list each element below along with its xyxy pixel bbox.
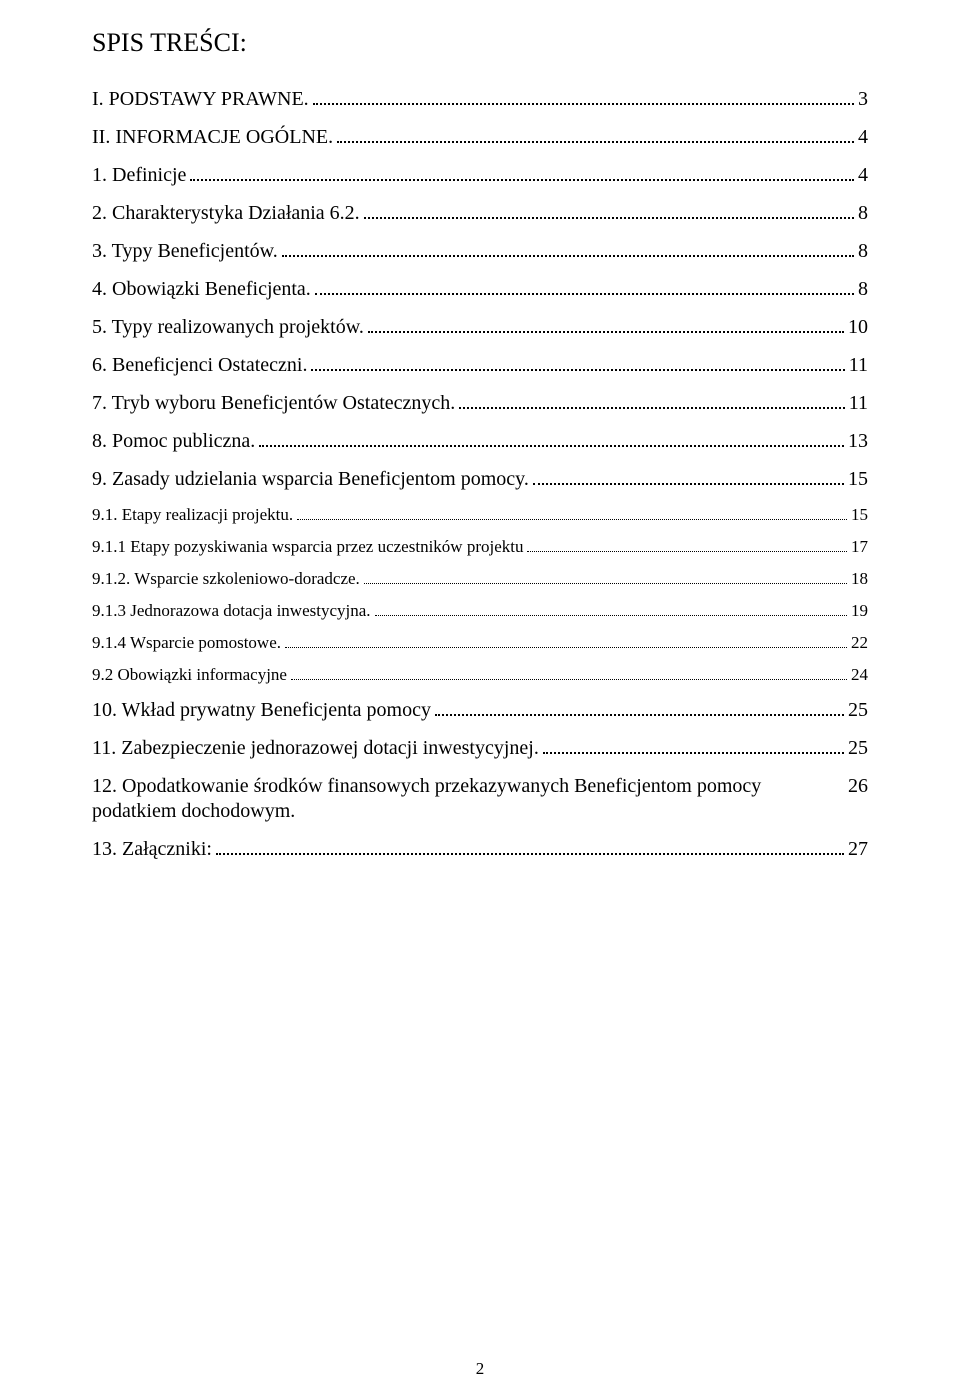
toc-entry: 9.1.3 Jednorazowa dotacja inwestycyjna. …: [92, 600, 868, 622]
toc-title: SPIS TREŚCI:: [92, 28, 868, 58]
toc-entry-label: 6. Beneficjenci Ostateczni.: [92, 353, 307, 378]
toc-leader-dots: [533, 466, 844, 485]
toc-entry: 1. Definicje 4: [92, 162, 868, 188]
toc-entry: 9.2 Obowiązki informacyjne 24: [92, 664, 868, 686]
toc-entry-page: 22: [851, 632, 868, 654]
toc-entry: 5. Typy realizowanych projektów. 10: [92, 314, 868, 340]
toc-entry-label: 10. Wkład prywatny Beneficjenta pomocy: [92, 698, 431, 723]
toc-entry: 9.1.2. Wsparcie szkoleniowo-doradcze. 18: [92, 568, 868, 590]
toc-leader-dots: [311, 352, 844, 371]
toc-entry-label: II. INFORMACJE OGÓLNE.: [92, 125, 333, 150]
toc-entry-page: 10: [848, 315, 868, 340]
toc-entry: 7. Tryb wyboru Beneficjentów Ostatecznyc…: [92, 390, 868, 416]
toc-entry-label: 4. Obowiązki Beneficjenta.: [92, 277, 311, 302]
toc-leader-dots: [368, 314, 844, 333]
toc-entry-label: 9.1.4 Wsparcie pomostowe.: [92, 632, 281, 654]
toc-entry-page: 8: [858, 201, 868, 226]
toc-entry: 9.1.1 Etapy pozyskiwania wsparcia przez …: [92, 536, 868, 558]
toc-entry-page: 13: [848, 429, 868, 454]
toc-entry-label: 3. Typy Beneficjentów.: [92, 239, 278, 264]
toc-leader-dots: [459, 390, 844, 409]
toc-entry: 4. Obowiązki Beneficjenta. 8: [92, 276, 868, 302]
toc-entry-label: 12. Opodatkowanie środków finansowych pr…: [92, 774, 840, 824]
toc-entry-page: 26: [848, 774, 868, 799]
toc-leader-dots: [291, 666, 847, 681]
toc-entry-page: 19: [851, 600, 868, 622]
toc-leader-dots: [216, 836, 844, 855]
toc-entry-page: 17: [851, 536, 868, 558]
toc-leader-dots: [375, 602, 847, 617]
toc-entry-label: 9.1.2. Wsparcie szkoleniowo-doradcze.: [92, 568, 360, 590]
toc-entry: II. INFORMACJE OGÓLNE. 4: [92, 124, 868, 150]
toc-leader-dots: [435, 697, 844, 716]
toc-entry-label: 13. Załączniki:: [92, 837, 212, 862]
toc-entry-label: 5. Typy realizowanych projektów.: [92, 315, 364, 340]
toc-entry: 9.1.4 Wsparcie pomostowe. 22: [92, 632, 868, 654]
toc-entry-page: 24: [851, 664, 868, 686]
toc-list: I. PODSTAWY PRAWNE. 3 II. INFORMACJE OGÓLN…: [92, 86, 868, 862]
toc-entry-label: 1. Definicje: [92, 163, 186, 188]
toc-entry-page: 15: [848, 467, 868, 492]
toc-entry: 3. Typy Beneficjentów. 8: [92, 238, 868, 264]
toc-leader-dots: [364, 200, 854, 219]
toc-entry-label: 7. Tryb wyboru Beneficjentów Ostatecznyc…: [92, 391, 455, 416]
toc-entry: 6. Beneficjenci Ostateczni. 11: [92, 352, 868, 378]
toc-entry: I. PODSTAWY PRAWNE. 3: [92, 86, 868, 112]
toc-entry-label: 9.1.3 Jednorazowa dotacja inwestycyjna.: [92, 600, 371, 622]
toc-entry-label: 9. Zasady udzielania wsparcia Beneficjen…: [92, 467, 529, 492]
toc-entry: 11. Zabezpieczenie jednorazowej dotacji …: [92, 735, 868, 761]
toc-entry-page: 18: [851, 568, 868, 590]
toc-leader-dots: [315, 276, 854, 295]
toc-entry-label: 8. Pomoc publiczna.: [92, 429, 255, 454]
toc-entry-label: 9.1.1 Etapy pozyskiwania wsparcia przez …: [92, 536, 523, 558]
toc-entry-page: 25: [848, 698, 868, 723]
toc-entry-page: 3: [858, 87, 868, 112]
toc-entry-page: 4: [858, 125, 868, 150]
toc-entry-page: 25: [848, 736, 868, 761]
toc-entry-page: 27: [848, 837, 868, 862]
toc-entry: 13. Załączniki: 27: [92, 836, 868, 862]
toc-leader-dots: [364, 570, 847, 585]
toc-leader-dots: [285, 634, 847, 649]
toc-entry-label: 9.1. Etapy realizacji projektu.: [92, 504, 293, 526]
toc-entry-page: 4: [858, 163, 868, 188]
toc-entry: 8. Pomoc publiczna. 13: [92, 428, 868, 454]
toc-entry-label: 2. Charakterystyka Działania 6.2.: [92, 201, 360, 226]
toc-entry-page: 11: [849, 391, 868, 416]
page-number: 2: [0, 1359, 960, 1379]
toc-leader-dots: [297, 505, 847, 520]
document-page: SPIS TREŚCI: I. PODSTAWY PRAWNE. 3 II. INF…: [0, 0, 960, 1397]
toc-leader-dots: [190, 162, 854, 181]
toc-entry-label: I. PODSTAWY PRAWNE.: [92, 87, 309, 112]
toc-entry: 2. Charakterystyka Działania 6.2. 8: [92, 200, 868, 226]
toc-entry: 12. Opodatkowanie środków finansowych pr…: [92, 773, 868, 824]
toc-entry-label: 9.2 Obowiązki informacyjne: [92, 664, 287, 686]
toc-entry-page: 8: [858, 239, 868, 264]
toc-leader-dots: [543, 735, 844, 754]
toc-entry-label: 11. Zabezpieczenie jednorazowej dotacji …: [92, 736, 539, 761]
toc-entry: 9. Zasady udzielania wsparcia Beneficjen…: [92, 466, 868, 492]
toc-entry: 10. Wkład prywatny Beneficjenta pomocy 25: [92, 697, 868, 723]
toc-leader-dots: [527, 538, 847, 553]
toc-leader-dots: [259, 428, 844, 447]
toc-entry: 9.1. Etapy realizacji projektu. 15: [92, 504, 868, 526]
toc-leader-dots: [282, 238, 854, 257]
toc-entry-page: 15: [851, 504, 868, 526]
toc-entry-page: 8: [858, 277, 868, 302]
toc-leader-dots: [337, 124, 854, 143]
toc-entry-page: 11: [849, 353, 868, 378]
toc-leader-dots: [313, 86, 854, 105]
